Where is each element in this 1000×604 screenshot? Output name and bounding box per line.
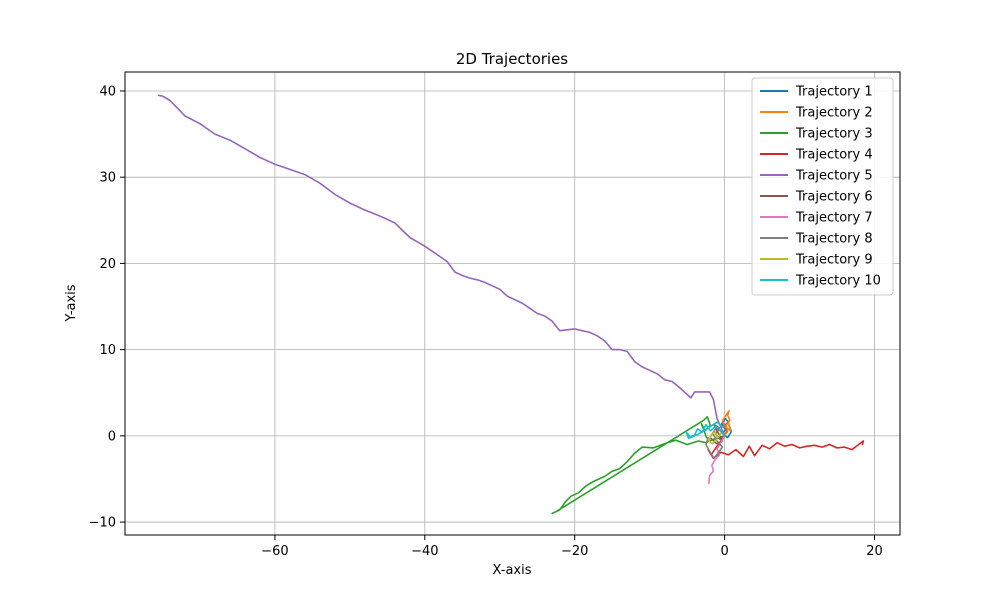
legend-label: Trajectory 4 bbox=[795, 148, 873, 163]
plot-frame bbox=[124, 71, 901, 536]
legend: Trajectory 1 Trajectory 2 Trajectory 3 Traj… bbox=[751, 77, 894, 296]
legend-label: Trajectory 9 bbox=[795, 253, 873, 268]
x-tick-label: 0 bbox=[720, 544, 728, 559]
x-tick-label: −20 bbox=[561, 544, 588, 559]
y-axis-label: Y-axis bbox=[64, 284, 79, 322]
chart-title: 2D Trajectories bbox=[456, 50, 568, 68]
series-line-trajectory-1 bbox=[720, 417, 733, 439]
series-line-trajectory-5 bbox=[157, 94, 726, 437]
legend-label: Trajectory 2 bbox=[795, 106, 873, 121]
legend-label: Trajectory 7 bbox=[795, 211, 873, 226]
axis-ticks: −60 −40 −20 0 20 −10 0 10 20 30 40 bbox=[89, 84, 883, 559]
y-tick-label: 10 bbox=[99, 343, 116, 358]
series-line-trajectory-9 bbox=[708, 430, 726, 445]
series-line-trajectory-2 bbox=[721, 409, 732, 437]
y-tick-label: 30 bbox=[99, 171, 116, 186]
x-tick-label: −40 bbox=[411, 544, 438, 559]
x-tick-label: −60 bbox=[261, 544, 288, 559]
y-tick-label: 40 bbox=[99, 84, 116, 99]
legend-label: Trajectory 3 bbox=[795, 127, 873, 142]
legend-label: Trajectory 5 bbox=[795, 169, 873, 184]
series-group bbox=[157, 94, 865, 515]
series-line-trajectory-10 bbox=[685, 421, 726, 440]
legend-label: Trajectory 6 bbox=[795, 190, 873, 205]
x-axis-label: X-axis bbox=[493, 563, 532, 578]
legend-label: Trajectory 8 bbox=[795, 232, 873, 247]
x-tick-label: 20 bbox=[866, 544, 883, 559]
y-tick-label: −10 bbox=[89, 516, 116, 531]
y-tick-label: 0 bbox=[108, 429, 116, 444]
series-line-trajectory-3 bbox=[551, 416, 726, 515]
y-tick-label: 20 bbox=[99, 257, 116, 272]
legend-label: Trajectory 1 bbox=[795, 85, 873, 100]
legend-label: Trajectory 10 bbox=[795, 274, 881, 289]
